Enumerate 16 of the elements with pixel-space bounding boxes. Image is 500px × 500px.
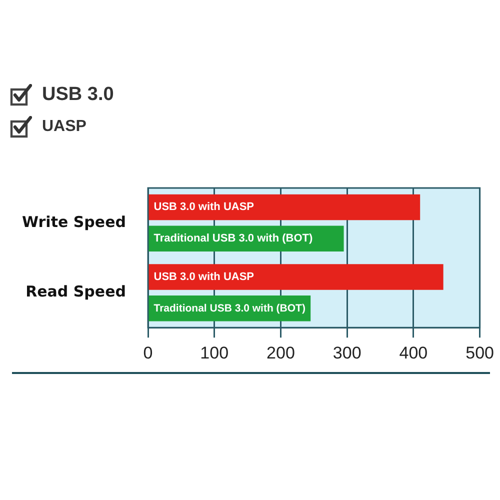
x-tick-label: 500 [466,343,494,362]
x-tick-label: 0 [143,343,153,362]
text: UASP [42,118,86,136]
x-tick-label: 300 [332,343,362,362]
series-label: USB 3.0 with UASP [154,201,254,214]
x-tick-label: 200 [266,343,295,362]
y-tick-label: Write Speed [22,212,126,231]
x-tick-label: 100 [200,343,229,362]
y-tick-label: Read Speed [26,282,126,301]
text: USB 3.0 with UASP [154,271,254,284]
bar [148,194,420,220]
text: Traditional USB 3.0 with (BOT) [154,302,306,314]
series-label: Traditional USB 3.0 with (BOT) [154,232,313,245]
x-tick-label: 400 [399,343,428,362]
bar [148,264,444,290]
text: USB 3.0 [42,84,114,106]
